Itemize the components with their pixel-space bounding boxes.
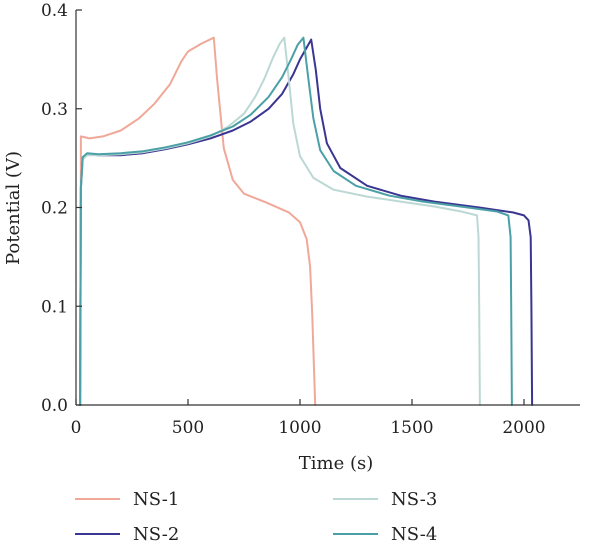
y-ticks: 0.0 0.1 0.2 0.3 0.4 bbox=[41, 1, 82, 416]
y-tick-label: 0.3 bbox=[41, 100, 68, 120]
legend-label-ns-2: NS-2 bbox=[133, 524, 179, 545]
x-tick-label: 2000 bbox=[502, 418, 545, 438]
series-line-ns-1 bbox=[79, 36, 317, 406]
y-axis-title: Potential (V) bbox=[3, 151, 24, 265]
y-tick-label: 0.0 bbox=[41, 396, 68, 416]
series-line-ns-4 bbox=[79, 36, 513, 406]
axes-layer bbox=[75, 10, 580, 406]
x-axis-title: Time (s) bbox=[299, 453, 374, 474]
legend-label-ns-3: NS-3 bbox=[391, 489, 437, 510]
x-tick-label: 1000 bbox=[278, 418, 321, 438]
x-tick-label: 1500 bbox=[390, 418, 433, 438]
x-ticks: 0 500 1000 1500 2000 bbox=[71, 399, 546, 438]
legend-label-ns-1: NS-1 bbox=[133, 489, 179, 510]
x-tick-label: 0 bbox=[71, 418, 82, 438]
legend-label-ns-4: NS-4 bbox=[391, 524, 437, 545]
y-tick-label: 0.4 bbox=[41, 1, 68, 21]
y-tick-label: 0.1 bbox=[41, 297, 68, 317]
series-layer bbox=[79, 36, 534, 406]
legend: NS-1 NS-2 NS-3 NS-4 bbox=[75, 489, 437, 545]
series-line-ns-3 bbox=[79, 36, 481, 406]
x-tick-label: 500 bbox=[172, 418, 204, 438]
series-line-ns-2 bbox=[79, 38, 534, 406]
y-tick-label: 0.2 bbox=[41, 199, 68, 219]
